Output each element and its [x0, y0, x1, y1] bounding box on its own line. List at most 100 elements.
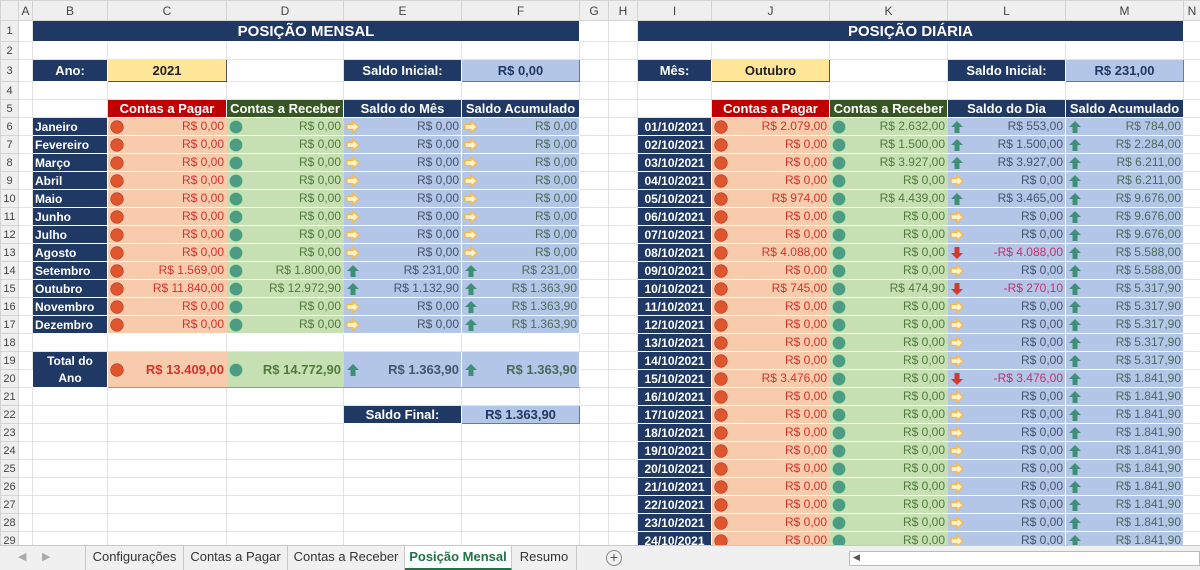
diaria-receber-cell[interactable]: R$ 4.439,00: [829, 189, 948, 208]
diaria-receber-cell[interactable]: R$ 0,00: [829, 387, 948, 406]
mensal-saldo-cell[interactable]: R$ 0,00: [343, 207, 462, 226]
day-date[interactable]: 15/10/2021: [637, 369, 712, 388]
day-date[interactable]: 22/10/2021: [637, 495, 712, 514]
column-header-L[interactable]: L: [947, 0, 1066, 21]
diaria-saldo-cell[interactable]: -R$ 3.476,00: [947, 369, 1066, 388]
diaria-receber-cell[interactable]: R$ 0,00: [829, 477, 948, 496]
diaria-saldo-inicial-value[interactable]: R$ 231,00: [1065, 59, 1184, 82]
row-header[interactable]: 13: [0, 243, 19, 262]
diaria-saldo-cell[interactable]: R$ 0,00: [947, 315, 1066, 334]
diaria-acumulado-cell[interactable]: R$ 9.676,00: [1065, 225, 1184, 244]
row-header[interactable]: 23: [0, 423, 19, 442]
mensal-pagar-cell[interactable]: R$ 0,00: [107, 207, 227, 226]
mensal-acumulado-cell[interactable]: R$ 231,00: [461, 261, 580, 280]
diaria-pagar-cell[interactable]: R$ 0,00: [711, 297, 830, 316]
row-header[interactable]: 19: [0, 351, 19, 370]
diaria-acumulado-cell[interactable]: R$ 5.317,90: [1065, 297, 1184, 316]
row-header[interactable]: 16: [0, 297, 19, 316]
mensal-acumulado-cell[interactable]: R$ 0,00: [461, 135, 580, 154]
day-date[interactable]: 19/10/2021: [637, 441, 712, 460]
mensal-pagar-cell[interactable]: R$ 0,00: [107, 135, 227, 154]
day-date[interactable]: 17/10/2021: [637, 405, 712, 424]
diaria-receber-cell[interactable]: R$ 0,00: [829, 495, 948, 514]
row-header[interactable]: 7: [0, 135, 19, 154]
tab-configuracoes[interactable]: Configurações: [85, 546, 184, 570]
mensal-pagar-cell[interactable]: R$ 11.840,00: [107, 279, 227, 298]
diaria-pagar-cell[interactable]: R$ 3.476,00: [711, 369, 830, 388]
diaria-saldo-cell[interactable]: R$ 3.465,00: [947, 189, 1066, 208]
mensal-acumulado-cell[interactable]: R$ 0,00: [461, 117, 580, 136]
row-header[interactable]: 5: [0, 99, 19, 118]
diaria-saldo-cell[interactable]: -R$ 270,10: [947, 279, 1066, 298]
mensal-saldo-cell[interactable]: R$ 0,00: [343, 243, 462, 262]
total-receber-cell[interactable]: R$ 14.772,90: [226, 351, 344, 388]
diaria-receber-cell[interactable]: R$ 474,90: [829, 279, 948, 298]
day-date[interactable]: 10/10/2021: [637, 279, 712, 298]
mensal-acumulado-cell[interactable]: R$ 0,00: [461, 207, 580, 226]
diaria-acumulado-cell[interactable]: R$ 1.841,90: [1065, 477, 1184, 496]
row-header[interactable]: 21: [0, 387, 19, 406]
diaria-saldo-cell[interactable]: R$ 0,00: [947, 333, 1066, 352]
diaria-saldo-cell[interactable]: R$ 0,00: [947, 513, 1066, 532]
mensal-pagar-cell[interactable]: R$ 0,00: [107, 243, 227, 262]
column-header-H[interactable]: H: [608, 0, 638, 21]
spreadsheet-grid[interactable]: A B C D E F G H I J K L M N 1 POSIÇÃO MENSAL POSIÇÃO DIÁ…: [0, 0, 1200, 545]
day-date[interactable]: 01/10/2021: [637, 117, 712, 136]
prev-sheet-icon[interactable]: ◀: [18, 551, 27, 563]
diaria-pagar-cell[interactable]: R$ 0,00: [711, 405, 830, 424]
mensal-acumulado-cell[interactable]: R$ 1.363,90: [461, 279, 580, 298]
mensal-acumulado-cell[interactable]: R$ 0,00: [461, 153, 580, 172]
diaria-saldo-cell[interactable]: R$ 553,00: [947, 117, 1066, 136]
diaria-receber-cell[interactable]: R$ 0,00: [829, 351, 948, 370]
diaria-pagar-cell[interactable]: R$ 0,00: [711, 387, 830, 406]
diaria-saldo-cell[interactable]: R$ 0,00: [947, 423, 1066, 442]
diaria-pagar-cell[interactable]: R$ 0,00: [711, 153, 830, 172]
day-date[interactable]: 23/10/2021: [637, 513, 712, 532]
day-date[interactable]: 06/10/2021: [637, 207, 712, 226]
row-header[interactable]: 11: [0, 207, 19, 226]
diaria-acumulado-cell[interactable]: R$ 1.841,90: [1065, 513, 1184, 532]
mensal-saldo-cell[interactable]: R$ 0,00: [343, 225, 462, 244]
diaria-receber-cell[interactable]: R$ 3.927,00: [829, 153, 948, 172]
diaria-receber-cell[interactable]: R$ 0,00: [829, 369, 948, 388]
diaria-saldo-cell[interactable]: R$ 0,00: [947, 441, 1066, 460]
diaria-pagar-cell[interactable]: R$ 0,00: [711, 441, 830, 460]
mensal-saldo-cell[interactable]: R$ 0,00: [343, 153, 462, 172]
diaria-receber-cell[interactable]: R$ 0,00: [829, 225, 948, 244]
day-date[interactable]: 08/10/2021: [637, 243, 712, 262]
diaria-acumulado-cell[interactable]: R$ 9.676,00: [1065, 207, 1184, 226]
row-header[interactable]: 2: [0, 41, 19, 60]
day-date[interactable]: 18/10/2021: [637, 423, 712, 442]
diaria-receber-cell[interactable]: R$ 0,00: [829, 459, 948, 478]
mensal-receber-cell[interactable]: R$ 0,00: [226, 189, 344, 208]
diaria-acumulado-cell[interactable]: R$ 1.841,90: [1065, 387, 1184, 406]
diaria-pagar-cell[interactable]: R$ 0,00: [711, 135, 830, 154]
column-header-N[interactable]: N: [1183, 0, 1200, 21]
day-date[interactable]: 24/10/2021: [637, 531, 712, 545]
mensal-saldo-cell[interactable]: R$ 0,00: [343, 297, 462, 316]
total-saldo-cell[interactable]: R$ 1.363,90: [343, 351, 462, 388]
diaria-acumulado-cell[interactable]: R$ 9.676,00: [1065, 189, 1184, 208]
diaria-pagar-cell[interactable]: R$ 0,00: [711, 477, 830, 496]
row-header[interactable]: 15: [0, 279, 19, 298]
day-date[interactable]: 07/10/2021: [637, 225, 712, 244]
mensal-receber-cell[interactable]: R$ 0,00: [226, 315, 344, 334]
diaria-receber-cell[interactable]: R$ 0,00: [829, 531, 948, 545]
diaria-acumulado-cell[interactable]: R$ 5.317,90: [1065, 351, 1184, 370]
month-name[interactable]: Maio: [32, 189, 108, 208]
diaria-acumulado-cell[interactable]: R$ 5.317,90: [1065, 279, 1184, 298]
mensal-pagar-cell[interactable]: R$ 0,00: [107, 117, 227, 136]
month-name[interactable]: Junho: [32, 207, 108, 226]
month-name[interactable]: Abril: [32, 171, 108, 190]
mensal-saldo-cell[interactable]: R$ 0,00: [343, 117, 462, 136]
mensal-pagar-cell[interactable]: R$ 0,00: [107, 225, 227, 244]
mensal-acumulado-cell[interactable]: R$ 1.363,90: [461, 315, 580, 334]
diaria-pagar-cell[interactable]: R$ 2.079,00: [711, 117, 830, 136]
diaria-acumulado-cell[interactable]: R$ 5.317,90: [1065, 333, 1184, 352]
total-acumulado-cell[interactable]: R$ 1.363,90: [461, 351, 580, 388]
diaria-saldo-cell[interactable]: -R$ 4.088,00: [947, 243, 1066, 262]
horizontal-scrollbar[interactable]: ◀: [849, 551, 1200, 566]
select-all-corner[interactable]: [0, 0, 19, 21]
mensal-pagar-cell[interactable]: R$ 0,00: [107, 315, 227, 334]
row-header[interactable]: 17: [0, 315, 19, 334]
